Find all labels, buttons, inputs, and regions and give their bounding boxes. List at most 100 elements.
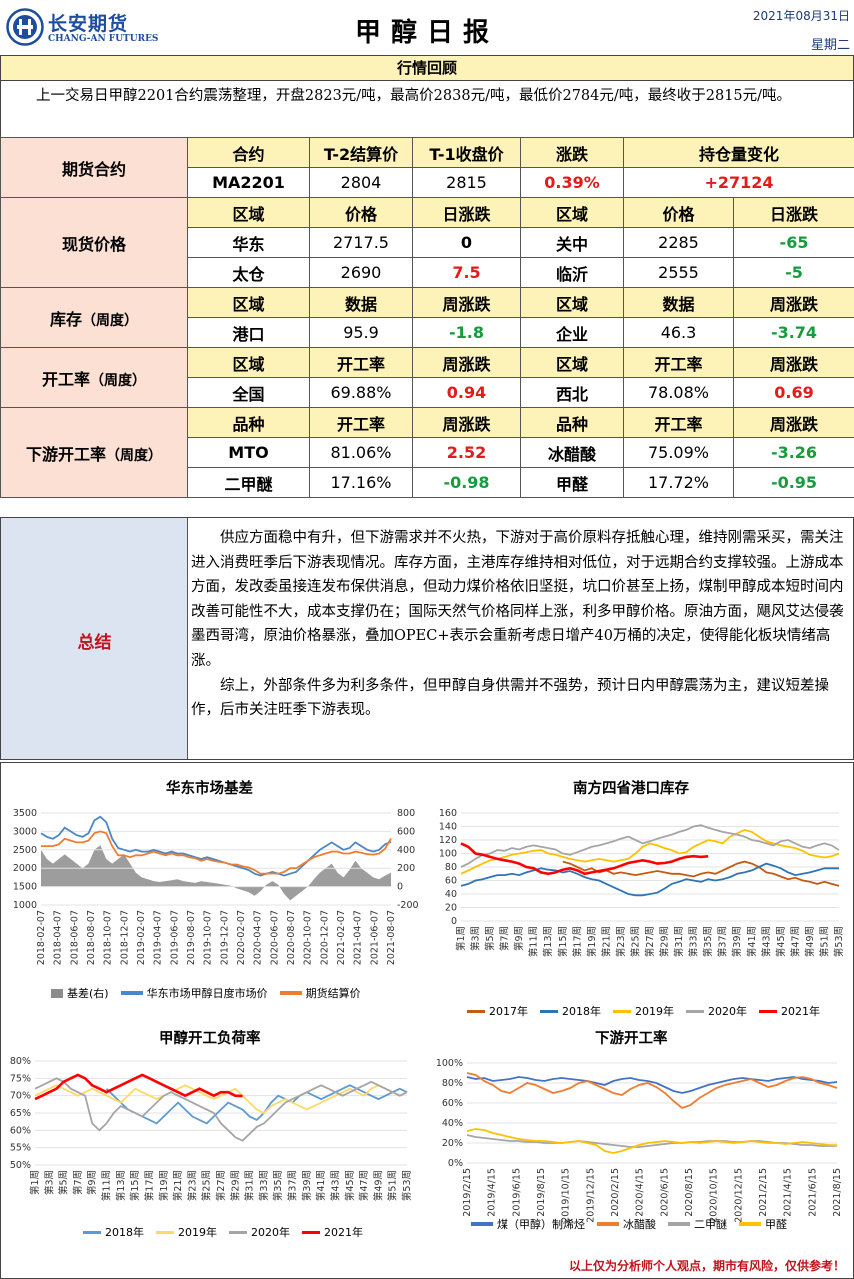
legend-item: 冰醋酸 xyxy=(597,1216,656,1232)
x-tick-label: 2018-06-07 xyxy=(69,910,80,965)
legend-item: 2019年 xyxy=(156,1224,217,1240)
col-header: 持仓量变化 xyxy=(622,137,854,168)
series-line xyxy=(105,1084,408,1125)
futures-section-label: 期货合约 xyxy=(0,137,188,198)
series-line xyxy=(466,1134,838,1148)
daily-change: 0 xyxy=(412,227,521,258)
col-header: 涨跌 xyxy=(520,137,624,168)
value: 95.9 xyxy=(309,317,413,348)
port-inventory-chart: 0 20 40 60 80 100 120 140 160 第1周 第3周 第5周 第7周 第9周 第11周… xyxy=(439,808,845,957)
x-tick-label: 第41周 xyxy=(315,1170,327,1201)
col-header: 价格 xyxy=(623,197,734,228)
y-tick-label: 2000 xyxy=(13,863,37,874)
price: 2717.5 xyxy=(309,227,413,258)
legend-item: 2018年 xyxy=(540,1003,601,1019)
x-tick-label: 第27周 xyxy=(644,926,656,957)
legend-label: 2020年 xyxy=(708,1005,747,1018)
y-tick-label: 40 xyxy=(445,889,457,900)
y2-tick-label: 800 xyxy=(397,808,415,819)
weekly-change: 0.69 xyxy=(732,377,854,408)
y-tick-label: 20 xyxy=(445,903,457,914)
x-tick-label: 2021-02-07 xyxy=(336,910,347,965)
summary-text: 供应方面稳中有升，但下游需求并不火热，下游对于高价原料存抵触心理，维持刚需采买，… xyxy=(191,526,851,723)
x-tick-label: 第19周 xyxy=(158,1170,170,1201)
region: 临沂 xyxy=(520,257,624,288)
x-tick-label: 第19周 xyxy=(586,926,598,957)
section-name: 开工率 xyxy=(41,369,90,389)
x-tick-label: 2019-12-07 xyxy=(219,910,230,965)
x-tick-label: 第45周 xyxy=(344,1170,356,1201)
rate: 81.06% xyxy=(309,437,413,468)
legend-label: 二甲醚 xyxy=(694,1218,727,1231)
col-header: 开工率 xyxy=(309,347,413,378)
weekly-change: -1.8 xyxy=(412,317,521,348)
series-line xyxy=(460,842,709,876)
rate: 17.72% xyxy=(623,467,734,498)
summary-label: 总结 xyxy=(1,518,188,759)
x-tick-label: 2019/8/15 xyxy=(536,1168,547,1217)
x-tick-label: 第27周 xyxy=(215,1170,227,1201)
x-tick-label: 2020/6/15 xyxy=(659,1168,670,1217)
series-line xyxy=(460,862,839,897)
daily-change: -5 xyxy=(732,257,854,288)
col-header: 周涨跌 xyxy=(732,407,854,438)
review-text: 上一交易日甲醇2201合约震荡整理，开盘2823元/吨，最高价2838元/吨，最… xyxy=(0,81,854,138)
col-header: 周涨跌 xyxy=(412,347,521,378)
basis-area xyxy=(41,845,391,901)
x-tick-label: 第35周 xyxy=(702,926,714,957)
y-tick-label: 60% xyxy=(442,1098,463,1109)
x-tick-label: 第37周 xyxy=(287,1170,299,1201)
col-header: 合约 xyxy=(187,137,310,168)
price: 2555 xyxy=(623,257,734,288)
product: MTO xyxy=(187,437,310,468)
weekly-change: 2.52 xyxy=(412,437,521,468)
y-tick-label: 1500 xyxy=(13,882,37,893)
region: 关中 xyxy=(520,227,624,258)
legend-label: 2021年 xyxy=(324,1226,363,1239)
x-tick-label: 第45周 xyxy=(775,926,787,957)
product: 二甲醚 xyxy=(187,467,310,498)
section-note: （周度） xyxy=(82,312,138,329)
y-tick-label: 3500 xyxy=(13,808,37,819)
x-tick-label: 2019/6/15 xyxy=(511,1168,522,1217)
legend-label: 煤（甲醇）制烯烃 xyxy=(497,1218,585,1231)
series-line xyxy=(34,1077,408,1142)
legend-swatch xyxy=(540,1009,558,1013)
legend-label: 2020年 xyxy=(251,1226,290,1239)
report-weekday: 星期二 xyxy=(810,38,850,53)
series-line xyxy=(40,815,392,877)
logo-cn-text: 长安期货 xyxy=(48,13,129,35)
downstream-operating-legend: 煤（甲醇）制烯烃 冰醋酸 二甲醚 甲醛 xyxy=(471,1216,787,1232)
legend-label: 冰醋酸 xyxy=(623,1218,656,1231)
y-tick-label: 100% xyxy=(436,1058,463,1069)
legend-label: 基差(右) xyxy=(67,987,109,1000)
y-tick-label: 3000 xyxy=(13,826,37,837)
x-tick-label: 第33周 xyxy=(688,926,700,957)
x-tick-label: 第17周 xyxy=(571,926,583,957)
legend-item: 期货结算价 xyxy=(279,985,361,1001)
x-tick-label: 2019-10-07 xyxy=(203,910,214,965)
daily-change: 7.5 xyxy=(412,257,521,288)
region: 西北 xyxy=(520,377,624,408)
col-header: 品种 xyxy=(520,407,624,438)
basis-chart: -200 0 200 400 600 800 1000 1500 2000 2500 3000 350… xyxy=(13,808,419,965)
x-tick-label: 第39周 xyxy=(301,1170,313,1201)
x-tick-label: 第21周 xyxy=(172,1170,184,1201)
x-tick-label: 第25周 xyxy=(629,926,641,957)
legend-label: 2017年 xyxy=(489,1005,528,1018)
series-line xyxy=(41,830,392,875)
legend-label: 华东市场甲醇日度市场价 xyxy=(146,987,268,1000)
x-tick-label: 第31周 xyxy=(244,1170,256,1201)
legend-item: 2018年 xyxy=(83,1224,144,1240)
series-line xyxy=(466,1128,838,1154)
spot-section-label: 现货价格 xyxy=(0,197,188,288)
x-tick-label: 2018-04-07 xyxy=(53,910,64,965)
downstream-row: 二甲醚 17.16% -0.98 甲醛 17.72% -0.95 xyxy=(1,467,854,498)
series-line xyxy=(466,1072,838,1110)
y-tick-label: 80 xyxy=(445,862,457,873)
x-tick-label: 2018-10-07 xyxy=(103,910,114,965)
rate: 78.08% xyxy=(623,377,734,408)
x-tick-label: 第7周 xyxy=(499,926,511,951)
x-tick-label: 第13周 xyxy=(115,1170,127,1201)
x-tick-label: 2019-06-07 xyxy=(169,910,180,965)
